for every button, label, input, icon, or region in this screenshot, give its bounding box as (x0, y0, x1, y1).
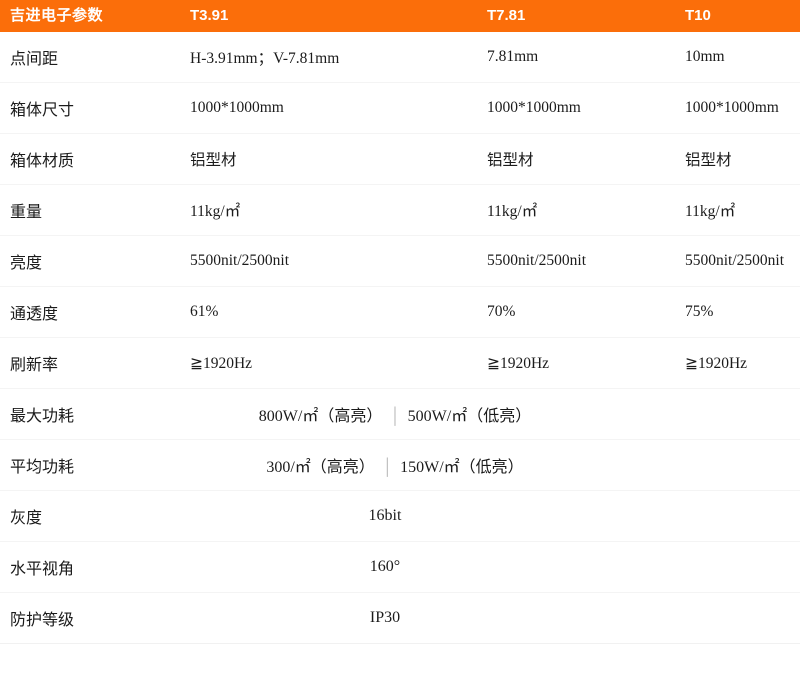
value-divider: │ (381, 459, 394, 476)
row-label: 亮度 (0, 235, 160, 287)
row-value-t781: ≧1920Hz (432, 337, 630, 389)
header-cell-t10: T10 (630, 0, 800, 32)
row-value-merged: 160° (160, 541, 800, 593)
row-value-primary: 300/㎡（高亮） (266, 459, 375, 476)
row-value-t10: ≧1920Hz (630, 337, 800, 389)
table-row: 点间距 H-3.91mm；V-7.81mm 7.81mm 10mm (0, 32, 800, 83)
row-value-t10: 11kg/㎡ (630, 184, 800, 236)
row-label: 箱体材质 (0, 133, 160, 185)
table-row: 最大功耗 800W/㎡（高亮） │ 500W/㎡（低亮） (0, 388, 800, 440)
row-value-primary: 800W/㎡（高亮） (258, 408, 383, 425)
value-divider: │ (389, 408, 401, 425)
row-value-merged: IP30 (160, 592, 800, 644)
table-row: 亮度 5500nit/2500nit 5500nit/2500nit 5500nit/… (0, 235, 800, 287)
table-row: 箱体尺寸 1000*1000mm 1000*1000mm 1000*1000mm (0, 82, 800, 134)
row-value-merged: 16bit (160, 490, 800, 542)
row-value-t391: 11kg/㎡ (160, 184, 432, 236)
table-header: 吉进电子参数 T3.91 T7.81 T10 (0, 0, 800, 32)
row-value-t781: 5500nit/2500nit (432, 235, 630, 287)
specification-table: 吉进电子参数 T3.91 T7.81 T10 点间距 H-3.91mm；V-7.8… (0, 0, 800, 644)
table-row: 重量 11kg/㎡ 11kg/㎡ 11kg/㎡ (0, 184, 800, 236)
header-cell-t781: T7.81 (432, 0, 630, 32)
table-row: 水平视角 160° (0, 541, 800, 593)
row-value-t781: 铝型材 (432, 133, 630, 185)
row-value-t391: 61% (160, 286, 432, 338)
row-label: 重量 (0, 184, 160, 236)
row-value-t10: 5500nit/2500nit (630, 235, 800, 287)
row-label: 点间距 (0, 32, 160, 83)
table-row: 箱体材质 铝型材 铝型材 铝型材 (0, 133, 800, 185)
row-value-secondary: 150W/㎡（低亮） (400, 459, 524, 476)
row-value-merged: 800W/㎡（高亮） │ 500W/㎡（低亮） (160, 388, 800, 440)
row-value-t391: H-3.91mm；V-7.81mm (160, 32, 432, 83)
table-row: 刷新率 ≧1920Hz ≧1920Hz ≧1920Hz (0, 337, 800, 389)
header-cell-t391: T3.91 (160, 0, 432, 32)
row-value-t391: 铝型材 (160, 133, 432, 185)
row-label: 通透度 (0, 286, 160, 338)
row-value-primary: 16bit (368, 507, 402, 524)
row-label: 最大功耗 (0, 388, 160, 440)
row-value-t781: 1000*1000mm (432, 82, 630, 134)
row-value-t10: 75% (630, 286, 800, 338)
row-value-t10: 铝型材 (630, 133, 800, 185)
table-row: 防护等级 IP30 (0, 592, 800, 644)
row-value-t10: 10mm (630, 32, 800, 83)
table-body: 点间距 H-3.91mm；V-7.81mm 7.81mm 10mm 箱体尺寸 1000*1… (0, 32, 800, 644)
row-label: 防护等级 (0, 592, 160, 644)
row-label: 箱体尺寸 (0, 82, 160, 134)
row-value-merged: 300/㎡（高亮） │ 150W/㎡（低亮） (160, 439, 800, 491)
row-value-primary: 160° (369, 558, 401, 575)
row-label: 刷新率 (0, 337, 160, 389)
row-value-t781: 70% (432, 286, 630, 338)
row-value-primary: IP30 (369, 609, 401, 626)
table-row: 灰度 16bit (0, 490, 800, 542)
row-label: 灰度 (0, 490, 160, 542)
header-row: 吉进电子参数 T3.91 T7.81 T10 (0, 0, 800, 32)
row-label: 平均功耗 (0, 439, 160, 491)
row-value-t391: 1000*1000mm (160, 82, 432, 134)
row-label: 水平视角 (0, 541, 160, 593)
row-value-t781: 11kg/㎡ (432, 184, 630, 236)
bottom-whitespace (0, 644, 800, 677)
row-value-t781: 7.81mm (432, 32, 630, 83)
header-cell-parameter: 吉进电子参数 (0, 0, 160, 32)
row-value-t10: 1000*1000mm (630, 82, 800, 134)
row-value-secondary: 500W/㎡（低亮） (407, 408, 532, 425)
row-value-t391: ≧1920Hz (160, 337, 432, 389)
table-row: 通透度 61% 70% 75% (0, 286, 800, 338)
row-value-t391: 5500nit/2500nit (160, 235, 432, 287)
table-row: 平均功耗 300/㎡（高亮） │ 150W/㎡（低亮） (0, 439, 800, 491)
